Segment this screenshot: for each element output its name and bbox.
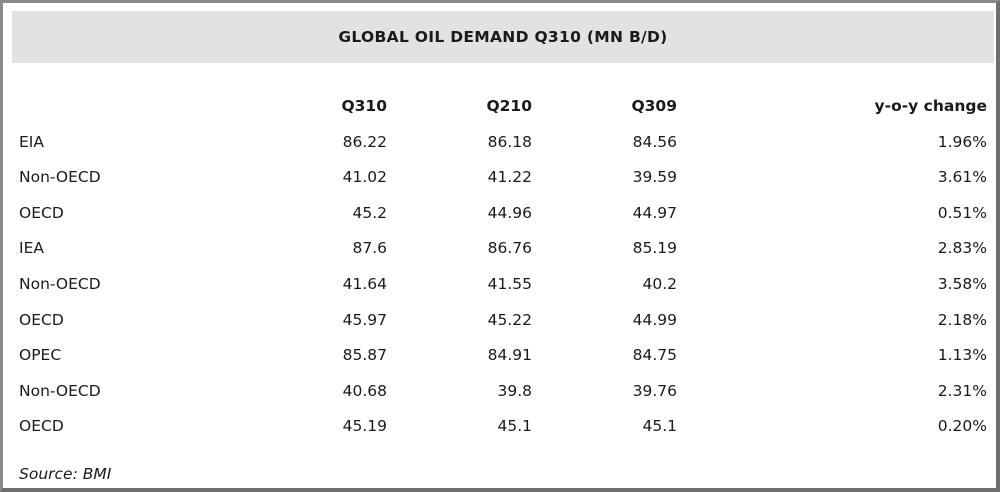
table-row: IEA 87.6 86.76 85.19 2.83% (3, 231, 1000, 267)
cell-q210: 41.55 (487, 274, 532, 293)
column-header-q310: Q310 (341, 97, 387, 115)
cell-q309: 44.99 (632, 310, 677, 329)
cell-q210: 86.18 (487, 132, 532, 151)
cell-yoy-change: 0.20% (937, 417, 987, 436)
cell-q210: 45.22 (487, 310, 532, 329)
row-label: OECD (19, 203, 64, 222)
cell-q309: 84.75 (632, 346, 677, 365)
cell-q210: 44.96 (487, 203, 532, 222)
cell-q309: 39.76 (632, 381, 677, 400)
table-title: GLOBAL OIL DEMAND Q310 (MN B/D) (12, 11, 994, 63)
cell-yoy-change: 2.31% (937, 381, 987, 400)
column-header-q210: Q210 (486, 97, 532, 115)
table-row: OECD 45.19 45.1 45.1 0.20% (3, 409, 1000, 445)
cell-q309: 40.2 (642, 274, 677, 293)
row-label: OECD (19, 310, 64, 329)
column-header-q309: Q309 (631, 97, 677, 115)
cell-q210: 39.8 (497, 381, 532, 400)
cell-yoy-change: 0.51% (937, 203, 987, 222)
cell-q309: 45.1 (642, 417, 677, 436)
cell-q309: 44.97 (632, 203, 677, 222)
cell-q309: 85.19 (632, 239, 677, 258)
row-label: EIA (19, 132, 44, 151)
row-label: OECD (19, 417, 64, 436)
cell-yoy-change: 2.83% (937, 239, 987, 258)
row-label: Non-OECD (19, 168, 101, 187)
source-note: Source: BMI (19, 465, 112, 483)
cell-q310: 45.2 (352, 203, 387, 222)
cell-q310: 45.97 (342, 310, 387, 329)
cell-q310: 41.02 (342, 168, 387, 187)
table-row: OECD 45.97 45.22 44.99 2.18% (3, 303, 1000, 339)
cell-q310: 45.19 (342, 417, 387, 436)
cell-yoy-change: 2.18% (937, 310, 987, 329)
table-header-row: Q310 Q210 Q309 y-o-y change (3, 89, 1000, 125)
row-label: Non-OECD (19, 381, 101, 400)
cell-q310: 40.68 (342, 381, 387, 400)
cell-q309: 84.56 (632, 132, 677, 151)
cell-yoy-change: 3.58% (937, 274, 987, 293)
data-table: Q310 Q210 Q309 y-o-y change EIA 86.22 86… (3, 89, 1000, 445)
cell-yoy-change: 1.13% (937, 346, 987, 365)
cell-q310: 87.6 (352, 239, 387, 258)
row-label: Non-OECD (19, 274, 101, 293)
column-header-yoy-change: y-o-y change (874, 97, 987, 115)
table-row: Non-OECD 41.64 41.55 40.2 3.58% (3, 267, 1000, 303)
cell-yoy-change: 3.61% (937, 168, 987, 187)
row-label: OPEC (19, 346, 62, 365)
cell-q210: 86.76 (487, 239, 532, 258)
table-row: OECD 45.2 44.96 44.97 0.51% (3, 196, 1000, 232)
cell-q310: 86.22 (342, 132, 387, 151)
table-row: EIA 86.22 86.18 84.56 1.96% (3, 125, 1000, 161)
table-row: Non-OECD 41.02 41.22 39.59 3.61% (3, 160, 1000, 196)
table-row: OPEC 85.87 84.91 84.75 1.13% (3, 338, 1000, 374)
table-row: Non-OECD 40.68 39.8 39.76 2.31% (3, 374, 1000, 410)
cell-q210: 45.1 (497, 417, 532, 436)
cell-yoy-change: 1.96% (937, 132, 987, 151)
row-label: IEA (19, 239, 44, 258)
cell-q210: 84.91 (487, 346, 532, 365)
cell-q310: 41.64 (342, 274, 387, 293)
cell-q309: 39.59 (632, 168, 677, 187)
cell-q210: 41.22 (487, 168, 532, 187)
cell-q310: 85.87 (342, 346, 387, 365)
